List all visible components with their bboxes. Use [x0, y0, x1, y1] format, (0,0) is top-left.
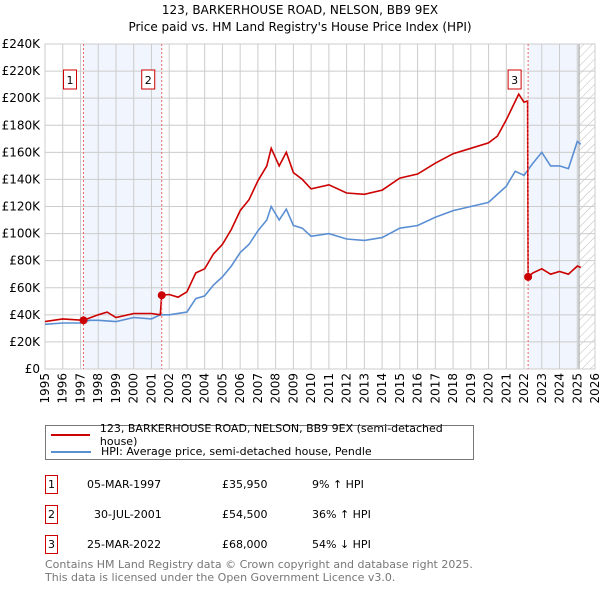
y-tick-label: £60K — [9, 281, 41, 295]
legend-swatch-blue — [51, 450, 91, 453]
x-tick-label: 2016 — [411, 373, 425, 404]
sale-date: 30-JUL-2001 — [94, 508, 162, 521]
y-tick-label: £240K — [2, 37, 42, 51]
x-tick-label: 2011 — [322, 373, 336, 404]
x-tick-label: 2026 — [588, 373, 600, 404]
sale-label: 2 — [145, 74, 152, 87]
footer: Contains HM Land Registry data © Crown c… — [45, 558, 473, 584]
x-tick-label: 2015 — [393, 373, 407, 404]
x-tick-label: 2017 — [428, 373, 442, 404]
sale-row: 1 05-MAR-1997 £35,950 9% ↑ HPI — [45, 475, 465, 495]
x-tick-label: 2001 — [144, 373, 158, 404]
x-tick-label: 2021 — [499, 373, 513, 404]
x-tick-label: 2007 — [251, 373, 265, 404]
sale-label-box — [507, 69, 522, 90]
sale-price: £68,000 — [222, 538, 268, 551]
sale-price: £54,500 — [222, 508, 268, 521]
legend-label: 123, BARKERHOUSE ROAD, NELSON, BB9 9EX (… — [99, 421, 443, 448]
footer-copyright: Contains HM Land Registry data © Crown c… — [45, 558, 473, 571]
legend-label: HPI: Average price, semi-detached house,… — [101, 445, 372, 458]
x-tick-label: 2014 — [375, 373, 389, 404]
sale-row: 3 25-MAR-2022 £68,000 54% ↓ HPI — [45, 535, 465, 555]
legend: 123, BARKERHOUSE ROAD, NELSON, BB9 9EX (… — [45, 422, 474, 460]
sale-label: 3 — [511, 74, 518, 87]
price-chart: 123, BARKERHOUSE ROAD, NELSON, BB9 9EX P… — [2, 3, 600, 404]
x-tick-label: 2023 — [535, 373, 549, 404]
sale-date: 25-MAR-2022 — [87, 538, 162, 551]
sale-point — [157, 291, 166, 300]
y-tick-label: £100K — [2, 227, 42, 241]
x-tick-label: 2020 — [482, 373, 496, 404]
x-tick-label: 2010 — [304, 373, 318, 404]
y-tick-label: £220K — [2, 64, 42, 78]
sale-point — [79, 316, 88, 325]
sale-point — [524, 272, 533, 281]
y-tick-label: £20K — [9, 335, 41, 349]
legend-swatch-red — [51, 433, 90, 436]
x-tick-label: 2024 — [553, 373, 567, 404]
y-tick-label: £120K — [2, 200, 42, 214]
x-tick-label: 2000 — [127, 373, 141, 404]
chart-title: 123, BARKERHOUSE ROAD, NELSON, BB9 9EX — [162, 3, 438, 17]
x-tick-label: 2008 — [269, 373, 283, 404]
x-tick-label: 2019 — [464, 373, 478, 404]
sale-label: 1 — [67, 74, 74, 87]
x-tick-label: 2002 — [162, 373, 176, 404]
x-tick-label: 1995 — [38, 373, 52, 404]
property-price-line — [44, 92, 582, 323]
y-tick-label: £180K — [2, 118, 42, 132]
x-tick-label: 1997 — [73, 373, 87, 404]
x-tick-label: 2005 — [215, 373, 229, 404]
y-tick-label: £80K — [9, 254, 41, 268]
y-tick-label: £160K — [2, 145, 42, 159]
sale-badge: 2 — [45, 505, 58, 524]
x-tick-label: 2018 — [446, 373, 460, 404]
x-tick-label: 1996 — [56, 373, 70, 404]
footer-licence: This data is licensed under the Open Gov… — [45, 571, 396, 584]
y-tick-label: £140K — [2, 172, 42, 186]
sale-hpi: 54% ↓ HPI — [312, 538, 371, 551]
hpi-line — [44, 140, 582, 326]
x-tick-label: 2009 — [286, 373, 300, 404]
y-tick-label: £200K — [2, 91, 42, 105]
x-tick-label: 2006 — [233, 373, 247, 404]
legend-item-property: 123, BARKERHOUSE ROAD, NELSON, BB9 9EX (… — [46, 422, 473, 448]
x-tick-label: 2025 — [570, 373, 584, 404]
sale-badge: 1 — [45, 475, 58, 494]
sale-row: 2 30-JUL-2001 £54,500 36% ↑ HPI — [45, 505, 465, 525]
x-tick-label: 1999 — [109, 373, 123, 404]
sale-badge: 3 — [45, 535, 58, 554]
sale-label-box — [141, 69, 156, 90]
sale-hpi: 36% ↑ HPI — [312, 508, 371, 521]
sale-date: 05-MAR-1997 — [87, 478, 162, 491]
sale-price: £35,950 — [222, 478, 268, 491]
sale-label-box — [63, 69, 77, 90]
y-tick-label: £0 — [25, 362, 40, 376]
x-tick-label: 2022 — [517, 373, 531, 404]
sale-hpi: 9% ↑ HPI — [312, 478, 364, 491]
x-tick-label: 2004 — [198, 373, 212, 404]
x-tick-label: 2012 — [340, 373, 354, 404]
legend-item-hpi: HPI: Average price, semi-detached house,… — [46, 443, 473, 460]
x-tick-label: 1998 — [91, 373, 105, 404]
y-tick-label: £40K — [9, 308, 41, 322]
chart-subtitle: Price paid vs. HM Land Registry's House … — [128, 20, 471, 34]
x-tick-label: 2003 — [180, 373, 194, 404]
x-tick-label: 2013 — [357, 373, 371, 404]
